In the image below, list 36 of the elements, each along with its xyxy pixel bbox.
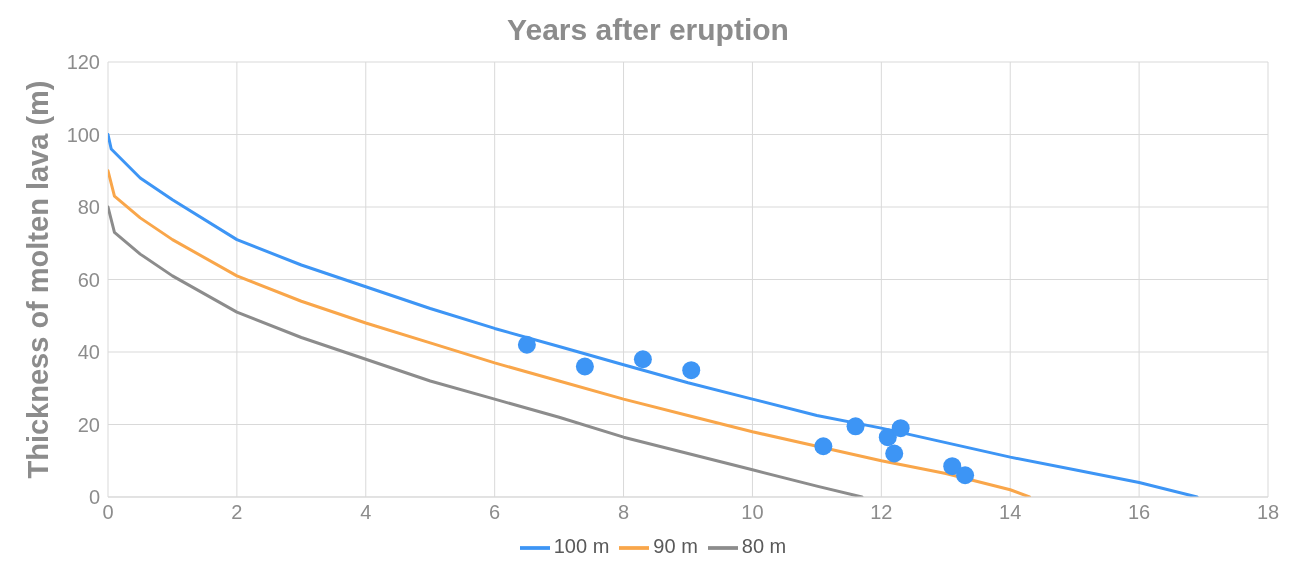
line-series xyxy=(108,133,1199,497)
point xyxy=(956,466,975,485)
x-tick-label: 8 xyxy=(617,501,630,524)
point xyxy=(878,428,897,447)
y-tick-label: 60 xyxy=(77,268,100,291)
y-tick-label: 0 xyxy=(88,486,100,509)
y-tick-label: 120 xyxy=(66,51,100,74)
point xyxy=(891,419,910,438)
point xyxy=(682,361,701,380)
y-tick-label: 100 xyxy=(66,123,100,146)
point xyxy=(633,350,652,369)
line-series xyxy=(108,205,864,497)
legend-label: 90 m xyxy=(653,535,698,558)
point xyxy=(517,335,536,354)
y-axis-title: Thickness of molten lava (m) xyxy=(22,80,55,479)
x-tick-label: 16 xyxy=(1127,501,1151,524)
point xyxy=(885,444,904,463)
x-tick-label: 12 xyxy=(870,501,893,524)
point xyxy=(943,457,962,476)
x-tick-label: 6 xyxy=(489,501,501,524)
legend-label: 80 m xyxy=(741,535,787,558)
y-tick-label: 40 xyxy=(77,341,100,364)
x-tick-label: 4 xyxy=(360,501,372,524)
x-tick-label: 18 xyxy=(1256,501,1280,524)
point xyxy=(575,357,594,376)
legend-label: 100 m xyxy=(553,535,610,558)
y-tick-label: 80 xyxy=(77,196,100,219)
x-tick-label: 10 xyxy=(741,501,764,524)
x-tick-label: 14 xyxy=(999,501,1022,524)
x-tick-label: 2 xyxy=(231,501,243,524)
point xyxy=(814,437,833,456)
x-axis-title: Years after eruption xyxy=(506,12,790,48)
x-tick-label: 0 xyxy=(102,501,114,524)
point xyxy=(846,417,865,436)
line-series xyxy=(108,169,1032,497)
y-tick-label: 20 xyxy=(77,413,100,436)
